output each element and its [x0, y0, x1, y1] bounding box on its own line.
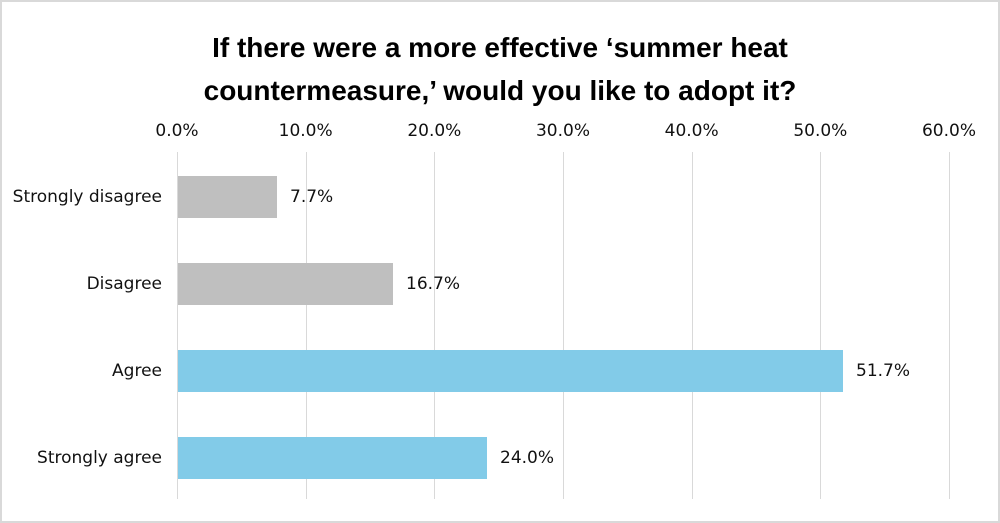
- x-tick-label: 60.0%: [921, 121, 977, 141]
- category-label: Disagree: [86, 274, 162, 294]
- x-tick-label: 40.0%: [664, 121, 719, 141]
- chart-title-line-2: countermeasure,’ would you like to adopt…: [203, 75, 797, 106]
- gridline: [691, 152, 693, 499]
- value-label: 51.7%: [856, 361, 911, 381]
- category-label: Strongly agree: [37, 448, 162, 468]
- bar-agree: [178, 350, 843, 392]
- value-label: 16.7%: [406, 274, 461, 294]
- x-tick-label: 30.0%: [535, 121, 591, 141]
- gridline: [434, 152, 436, 499]
- value-label: 7.7%: [290, 187, 334, 207]
- gridline: [563, 152, 564, 499]
- gridline: [177, 152, 178, 499]
- gridline: [949, 152, 950, 499]
- gridline: [305, 152, 307, 499]
- value-label: 24.0%: [500, 448, 555, 468]
- chart-title: If there were a more effective ‘summer h…: [2, 26, 998, 112]
- category-label: Agree: [112, 361, 162, 381]
- x-tick-label: 50.0%: [793, 121, 848, 141]
- bar-strongly-disagree: [178, 176, 277, 218]
- x-tick-label: 10.0%: [278, 121, 333, 141]
- chart-title-line-1: If there were a more effective ‘summer h…: [212, 32, 788, 63]
- x-axis: 0.0% 10.0% 20.0% 30.0% 40.0% 50.0% 60.0%: [155, 121, 976, 143]
- y-axis: Strongly disagree Disagree Agree Strongly a…: [2, 152, 162, 499]
- x-tick-label: 0.0%: [155, 121, 199, 141]
- gridline: [820, 152, 822, 499]
- x-tick-label: 20.0%: [407, 121, 462, 141]
- plot-area: 7.7% 16.7% 51.7% 24.0%: [177, 152, 950, 499]
- category-label: Strongly disagree: [12, 187, 162, 207]
- bar-disagree: [178, 263, 393, 305]
- bar-strongly-agree: [178, 437, 487, 479]
